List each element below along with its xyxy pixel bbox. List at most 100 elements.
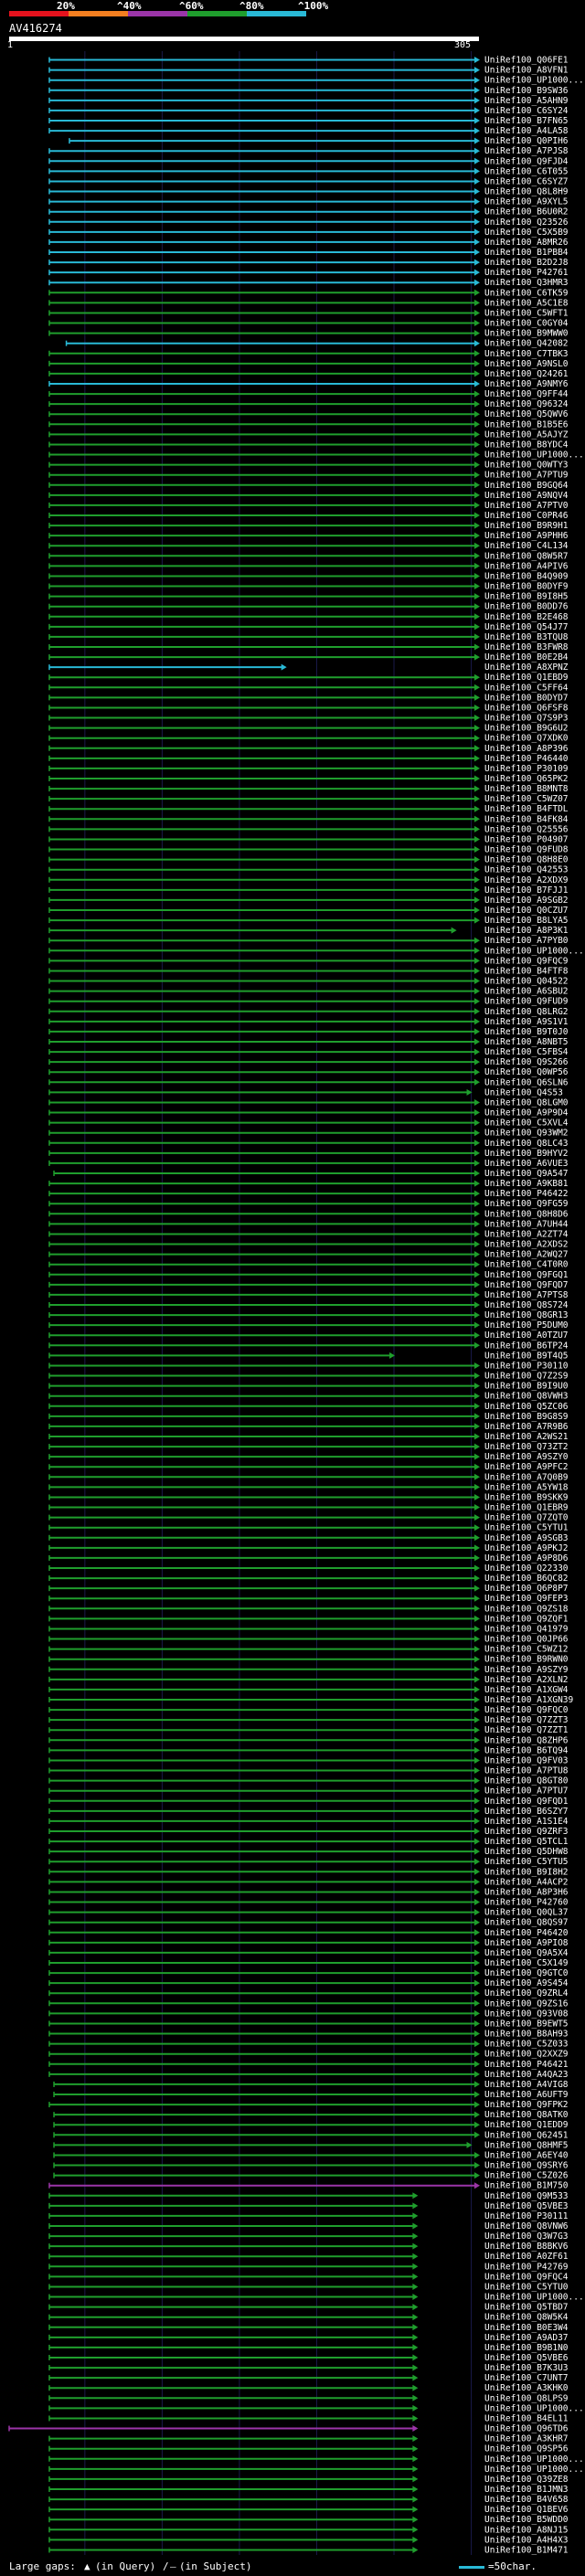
- hit-end-arrow: [474, 1271, 480, 1278]
- hit-end-arrow: [474, 1848, 480, 1855]
- hit-end-arrow: [412, 2384, 419, 2391]
- hit-end-arrow: [412, 2465, 419, 2473]
- hit-label: UniRef100_Q8GT80: [484, 1776, 569, 1786]
- hit-end-arrow: [412, 2425, 419, 2433]
- hit-label: UniRef100_C5FF64: [484, 683, 569, 693]
- hit-label: UniRef100_B9T4Q5: [484, 1351, 569, 1361]
- hit-label: UniRef100_Q0CZU7: [484, 906, 569, 916]
- legend-tick-60: ^60%: [179, 0, 204, 12]
- hit-end-arrow: [474, 1403, 480, 1410]
- hit-end-arrow: [474, 1068, 480, 1076]
- hit-label: UniRef100_A4PIV6: [484, 561, 569, 571]
- hit-end-arrow: [474, 593, 480, 600]
- hit-end-arrow: [474, 2101, 480, 2108]
- hit-end-arrow: [474, 1321, 480, 1329]
- hit-end-arrow: [474, 1615, 480, 1622]
- hit-end-arrow: [474, 673, 480, 681]
- hit-end-arrow: [474, 259, 480, 266]
- hit-end-arrow: [474, 1018, 480, 1025]
- hit-label: UniRef100_A7PTV0: [484, 501, 569, 511]
- hit-label: UniRef100_Q8L8H9: [484, 187, 569, 197]
- hit-label: UniRef100_A9PKJ2: [484, 1543, 569, 1553]
- hit-end-arrow: [474, 876, 480, 884]
- hit-end-arrow: [412, 2263, 419, 2270]
- hit-end-arrow: [281, 663, 287, 671]
- hit-end-arrow: [474, 1676, 480, 1683]
- hit-label: UniRef100_Q8QS97: [484, 1918, 569, 1928]
- hit-label: UniRef100_C5X149: [484, 1958, 569, 1968]
- hit-end-arrow: [412, 2414, 419, 2422]
- hit-end-arrow: [412, 2283, 419, 2290]
- hit-end-arrow: [474, 623, 480, 631]
- hit-end-arrow: [412, 2455, 419, 2463]
- hit-end-arrow: [474, 866, 480, 874]
- hit-label: UniRef100_B1PBB4: [484, 248, 569, 258]
- hit-label: UniRef100_Q93V08: [484, 2009, 569, 2019]
- hit-end-arrow: [474, 917, 480, 924]
- hit-label: UniRef100_Q9FQC0: [484, 1705, 569, 1715]
- hit-end-arrow: [474, 653, 480, 661]
- hit-label: UniRef100_B9I8H2: [484, 1867, 569, 1877]
- gap-legend: Large gaps: ▲ (in Query) / – (in Subject…: [9, 2560, 576, 2575]
- hit-end-arrow: [474, 1504, 480, 1511]
- hit-label: UniRef100_B9I8H5: [484, 592, 569, 602]
- hit-label: UniRef100_B8MNT8: [484, 784, 569, 794]
- hit-end-arrow: [474, 1453, 480, 1460]
- hit-label: UniRef100_B9T0J0: [484, 1027, 569, 1037]
- hit-label: UniRef100_Q7ZZT1: [484, 1725, 569, 1735]
- hit-end-arrow: [474, 1929, 480, 1936]
- hit-end-arrow: [474, 2091, 480, 2098]
- hit-label: UniRef100_Q39ZE8: [484, 2475, 569, 2485]
- hit-label: UniRef100_A9P8D6: [484, 1553, 569, 1564]
- hit-label: UniRef100_B4Q909: [484, 571, 569, 581]
- hit-label: UniRef100_B9EWT5: [484, 2019, 569, 2029]
- hit-label: UniRef100_C6SY24: [484, 106, 569, 116]
- hit-label: UniRef100_A6VUE3: [484, 1159, 569, 1169]
- hit-end-arrow: [474, 1058, 480, 1065]
- hit-end-arrow: [474, 1716, 480, 1723]
- hit-label: UniRef100_C5WFT1: [484, 308, 569, 318]
- hit-end-arrow: [474, 1463, 480, 1470]
- hit-end-arrow: [474, 1261, 480, 1268]
- hit-end-arrow: [474, 2162, 480, 2169]
- hit-label: UniRef100_A7PTU8: [484, 1766, 569, 1776]
- hit-label: UniRef100_UP1000...: [484, 2293, 584, 2303]
- hit-label: UniRef100_P46420: [484, 1928, 569, 1938]
- hit-end-arrow: [474, 157, 480, 164]
- hit-label: UniRef100_B1M750: [484, 2181, 569, 2191]
- hit-end-arrow: [474, 725, 480, 732]
- hit-end-arrow: [474, 430, 480, 438]
- hit-label: UniRef100_Q9FQD7: [484, 1280, 569, 1290]
- hit-end-arrow: [412, 2304, 419, 2311]
- hit-label: UniRef100_A9P9D4: [484, 1108, 569, 1118]
- hit-end-arrow: [474, 1514, 480, 1521]
- hit-end-arrow: [474, 218, 480, 226]
- hit-label: UniRef100_UP1000...: [484, 76, 584, 86]
- hit-label: UniRef100_B4FTDL: [484, 804, 569, 814]
- hit-label: UniRef100_UP1000...: [484, 2403, 584, 2413]
- legend-tick-100: ^100%: [298, 0, 329, 12]
- hit-end-arrow: [474, 1595, 480, 1602]
- hit-label: UniRef100_B8AH93: [484, 2030, 569, 2040]
- hit-end-arrow: [412, 2232, 419, 2240]
- hit-label: UniRef100_B7FJJ1: [484, 885, 569, 896]
- hit-end-arrow: [474, 835, 480, 843]
- hit-end-arrow: [474, 1383, 480, 1390]
- hit-label: UniRef100_A8P3H6: [484, 1887, 569, 1897]
- hit-label: UniRef100_Q8LC43: [484, 1139, 569, 1149]
- hit-end-arrow: [474, 1554, 480, 1562]
- hit-label: UniRef100_A4QA23: [484, 2070, 569, 2080]
- hit-end-arrow: [474, 1362, 480, 1369]
- hit-end-arrow: [474, 1868, 480, 1875]
- hit-label: UniRef100_Q5VBE3: [484, 2201, 569, 2211]
- hit-end-arrow: [474, 360, 480, 367]
- legend-segment-purple: [128, 11, 187, 16]
- hit-label: UniRef100_C6TK59: [484, 288, 569, 298]
- hit-end-arrow: [474, 1585, 480, 1592]
- hit-label: UniRef100_A1XGN39: [484, 1695, 574, 1705]
- hit-label: UniRef100_B4EL11: [484, 2413, 569, 2423]
- hit-end-arrow: [474, 1899, 480, 1906]
- hit-label: UniRef100_Q0WP56: [484, 1067, 569, 1077]
- hit-label: UniRef100_Q7Z2S9: [484, 1372, 569, 1382]
